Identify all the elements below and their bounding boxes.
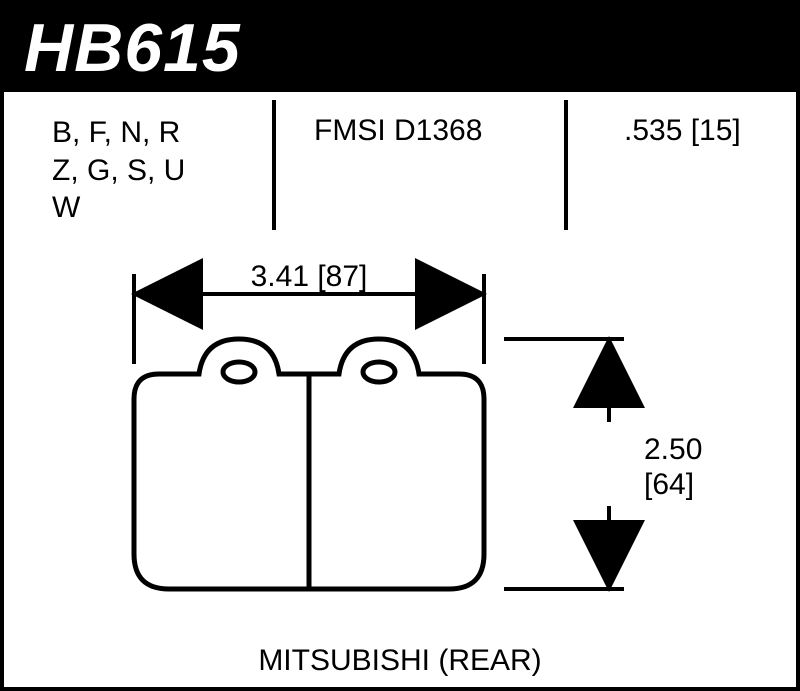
brake-pad-diagram: 3.41 [87] 2.50 [64] (4, 254, 800, 634)
width-label: 3.41 [87] (251, 260, 368, 293)
divider-2 (564, 100, 568, 230)
application-caption: MITSUBISHI (REAR) (4, 644, 796, 678)
fmsi-code: FMSI D1368 (314, 114, 482, 148)
compounds-line-3: W (52, 189, 252, 227)
height-label-1: 2.50 (644, 433, 702, 466)
spec-frame: HB615 B, F, N, R Z, G, S, U W FMSI D1368… (0, 0, 800, 691)
compounds-line-1: B, F, N, R (52, 114, 252, 152)
divider-1 (272, 100, 276, 230)
brake-pad-shape (134, 339, 484, 589)
part-number-title: HB615 (4, 4, 796, 92)
compound-codes: B, F, N, R Z, G, S, U W (52, 114, 252, 227)
thickness-value: .535 [15] (624, 114, 741, 148)
height-label-2: [64] (644, 468, 694, 501)
compounds-line-2: Z, G, S, U (52, 152, 252, 190)
